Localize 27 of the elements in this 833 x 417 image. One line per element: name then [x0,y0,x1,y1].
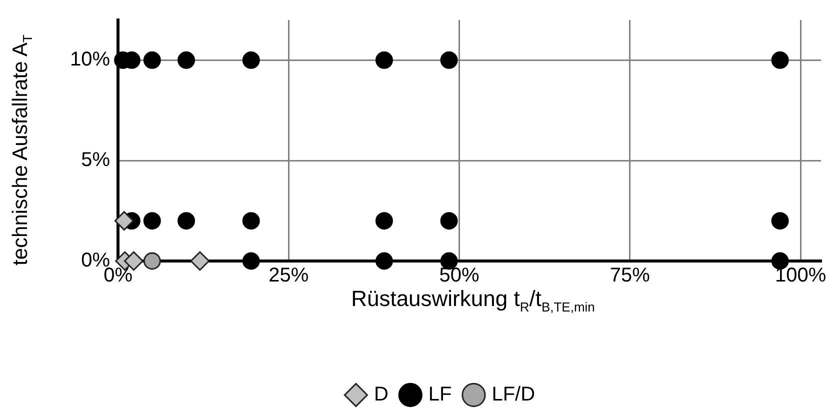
point [771,51,789,69]
legend-label: LF/D [492,384,536,406]
point [143,212,161,230]
x-tick-label: 25% [268,264,309,287]
point [440,212,458,230]
x-axis-title: Rüstauswirkung t$_{R}$/t$_{B,TE,min}$ [350,286,596,314]
point [375,252,393,270]
point [375,212,393,230]
point [242,252,260,270]
point [178,212,196,230]
point [143,51,161,69]
y-tick-label: 10% [70,48,110,71]
point [440,51,458,69]
x-tick-label: 75% [610,264,650,287]
point [114,211,134,231]
point [242,51,260,69]
legend-label: D [374,384,388,406]
y-tick-label: 5% [81,149,110,172]
point [190,251,210,271]
point [242,212,260,230]
legend-label: LF [428,384,452,406]
x-tick-label: 50% [439,264,480,287]
point [771,212,789,230]
point [375,51,393,69]
x-tick-label: 100% [774,264,826,287]
point [143,252,161,270]
point [178,51,196,69]
